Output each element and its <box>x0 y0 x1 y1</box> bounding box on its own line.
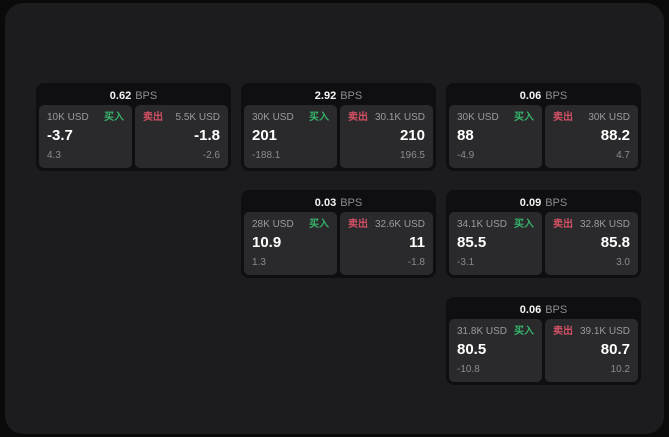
buy-price: -3.7 <box>47 127 73 144</box>
sell-delta: 10.2 <box>610 364 630 375</box>
sell-delta: 196.5 <box>399 150 425 161</box>
main-panel: 0.62 BPS 10K USD 买入 -3.7 4.3 卖出 5.5K USD <box>5 3 664 434</box>
buy-label: 买入 <box>309 112 329 123</box>
buy-delta: -10.8 <box>457 364 480 375</box>
bps-unit-label: BPS <box>545 89 568 102</box>
quote-card: 2.92 BPS 30K USD 买入 201 -188.1 卖出 30.1K … <box>241 83 436 171</box>
buy-delta: -4.9 <box>457 150 475 161</box>
buy-label: 买入 <box>104 112 124 123</box>
quote-card: 0.03 BPS 28K USD 买入 10.9 1.3 卖出 32.6K US… <box>241 190 436 278</box>
sell-label: 卖出 <box>553 219 573 230</box>
sell-delta: 4.7 <box>616 150 630 161</box>
buy-amount: 30K USD <box>252 112 294 123</box>
sell-amount: 32.8K USD <box>579 219 630 230</box>
buy-label: 买入 <box>514 112 534 123</box>
sell-amount: 5.5K USD <box>175 112 220 123</box>
sell-amount: 32.6K USD <box>374 219 425 230</box>
sell-price: 85.8 <box>600 234 630 251</box>
sell-price: -1.8 <box>194 127 220 144</box>
quote-card: 0.06 BPS 31.8K USD 买入 80.5 -10.8 卖出 39.1… <box>446 297 641 385</box>
sell-panel[interactable]: 卖出 32.6K USD 11 -1.8 <box>340 212 433 275</box>
buy-label: 买入 <box>514 219 534 230</box>
buy-delta: -188.1 <box>252 150 281 161</box>
bps-value: 0.03 <box>314 196 337 209</box>
buy-amount: 10K USD <box>47 112 89 123</box>
sell-panel[interactable]: 卖出 30K USD 88.2 4.7 <box>545 105 638 168</box>
sell-panel[interactable]: 卖出 5.5K USD -1.8 -2.6 <box>135 105 228 168</box>
bps-header: 0.06 BPS <box>449 86 638 105</box>
sell-price: 210 <box>399 127 425 144</box>
bps-header: 0.62 BPS <box>39 86 228 105</box>
buy-panel[interactable]: 30K USD 买入 88 -4.9 <box>449 105 542 168</box>
sell-label: 卖出 <box>553 112 573 123</box>
sell-price: 88.2 <box>600 127 630 144</box>
buy-delta: -3.1 <box>457 257 475 268</box>
sell-panel[interactable]: 卖出 32.8K USD 85.8 3.0 <box>545 212 638 275</box>
buy-amount: 31.8K USD <box>457 326 508 337</box>
buy-panel[interactable]: 30K USD 买入 201 -188.1 <box>244 105 337 168</box>
bps-unit-label: BPS <box>340 89 363 102</box>
sell-price: 80.7 <box>600 341 630 358</box>
bps-unit-label: BPS <box>135 89 158 102</box>
sell-delta: -1.8 <box>407 257 425 268</box>
sell-label: 卖出 <box>348 219 368 230</box>
sell-delta: -2.6 <box>202 150 220 161</box>
bps-value: 0.62 <box>109 89 132 102</box>
sell-amount: 39.1K USD <box>579 326 630 337</box>
sell-amount: 30K USD <box>588 112 630 123</box>
buy-panel[interactable]: 34.1K USD 买入 85.5 -3.1 <box>449 212 542 275</box>
buy-delta: 4.3 <box>47 150 61 161</box>
bps-header: 0.03 BPS <box>244 193 433 212</box>
quote-card: 0.09 BPS 34.1K USD 买入 85.5 -3.1 卖出 32.8K… <box>446 190 641 278</box>
bps-value: 0.06 <box>519 303 542 316</box>
bps-value: 2.92 <box>314 89 337 102</box>
sell-label: 卖出 <box>553 326 573 337</box>
buy-price: 85.5 <box>457 234 487 251</box>
sell-panel[interactable]: 卖出 39.1K USD 80.7 10.2 <box>545 319 638 382</box>
bps-value: 0.06 <box>519 89 542 102</box>
quote-card-grid: 0.62 BPS 10K USD 买入 -3.7 4.3 卖出 5.5K USD <box>36 83 641 385</box>
bps-header: 0.06 BPS <box>449 300 638 319</box>
sell-amount: 30.1K USD <box>374 112 425 123</box>
bps-unit-label: BPS <box>340 196 363 209</box>
bps-unit-label: BPS <box>545 196 568 209</box>
sell-price: 11 <box>409 234 425 251</box>
buy-price: 201 <box>252 127 278 144</box>
bps-header: 2.92 BPS <box>244 86 433 105</box>
buy-panel[interactable]: 28K USD 买入 10.9 1.3 <box>244 212 337 275</box>
buy-label: 买入 <box>514 326 534 337</box>
buy-panel[interactable]: 31.8K USD 买入 80.5 -10.8 <box>449 319 542 382</box>
buy-delta: 1.3 <box>252 257 266 268</box>
quote-card: 0.06 BPS 30K USD 买入 88 -4.9 卖出 30K USD <box>446 83 641 171</box>
buy-label: 买入 <box>309 219 329 230</box>
sell-label: 卖出 <box>143 112 163 123</box>
buy-amount: 30K USD <box>457 112 499 123</box>
sell-delta: 3.0 <box>616 257 630 268</box>
buy-price: 88 <box>457 127 474 144</box>
buy-amount: 28K USD <box>252 219 294 230</box>
buy-price: 10.9 <box>252 234 282 251</box>
bps-value: 0.09 <box>519 196 542 209</box>
bps-header: 0.09 BPS <box>449 193 638 212</box>
buy-panel[interactable]: 10K USD 买入 -3.7 4.3 <box>39 105 132 168</box>
buy-amount: 34.1K USD <box>457 219 508 230</box>
buy-price: 80.5 <box>457 341 487 358</box>
sell-panel[interactable]: 卖出 30.1K USD 210 196.5 <box>340 105 433 168</box>
quote-card: 0.62 BPS 10K USD 买入 -3.7 4.3 卖出 5.5K USD <box>36 83 231 171</box>
sell-label: 卖出 <box>348 112 368 123</box>
bps-unit-label: BPS <box>545 303 568 316</box>
